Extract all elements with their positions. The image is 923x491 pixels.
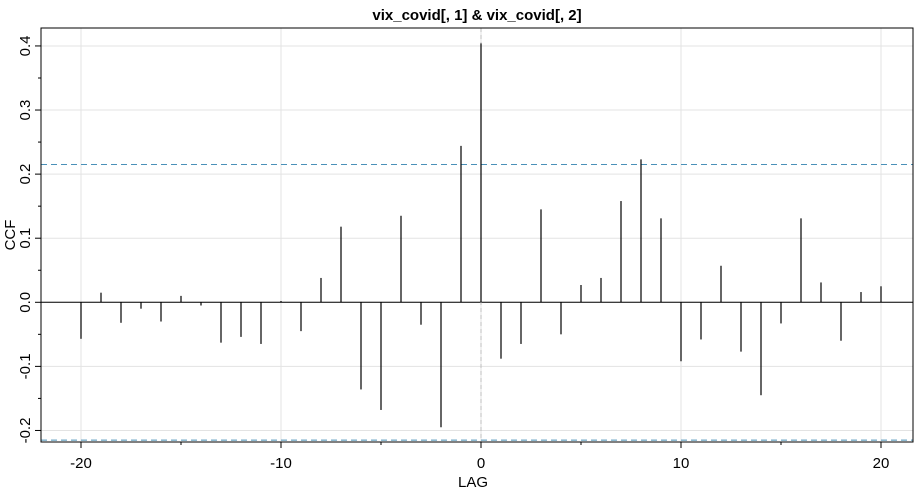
x-tick-label: -10 — [270, 455, 292, 472]
y-axis: -0.2 -0.1 0.0 0.1 0.2 0.3 0.4 — [17, 36, 41, 444]
x-tick-label: -20 — [70, 455, 92, 472]
y-tick-label: 0.2 — [17, 164, 34, 185]
y-tick-label: 0.3 — [17, 100, 34, 121]
x-tick-label: 20 — [873, 455, 890, 472]
x-tick-label: 0 — [477, 455, 485, 472]
x-axis-label: LAG — [458, 474, 488, 491]
plot-frame — [40, 27, 914, 443]
x-axis: -20 -10 0 10 20 — [70, 442, 889, 472]
ccf-bars — [80, 43, 882, 428]
x-tick-label: 10 — [673, 455, 690, 472]
y-tick-label: -0.1 — [17, 353, 34, 379]
y-tick-label: 0.0 — [17, 292, 34, 313]
y-axis-label: CCF — [2, 220, 19, 251]
y-tick-label: 0.1 — [17, 228, 34, 249]
y-tick-label: 0.4 — [17, 36, 34, 57]
y-tick-label: -0.2 — [17, 418, 34, 444]
chart-title: vix_covid[, 1] & vix_covid[, 2] — [372, 7, 581, 24]
